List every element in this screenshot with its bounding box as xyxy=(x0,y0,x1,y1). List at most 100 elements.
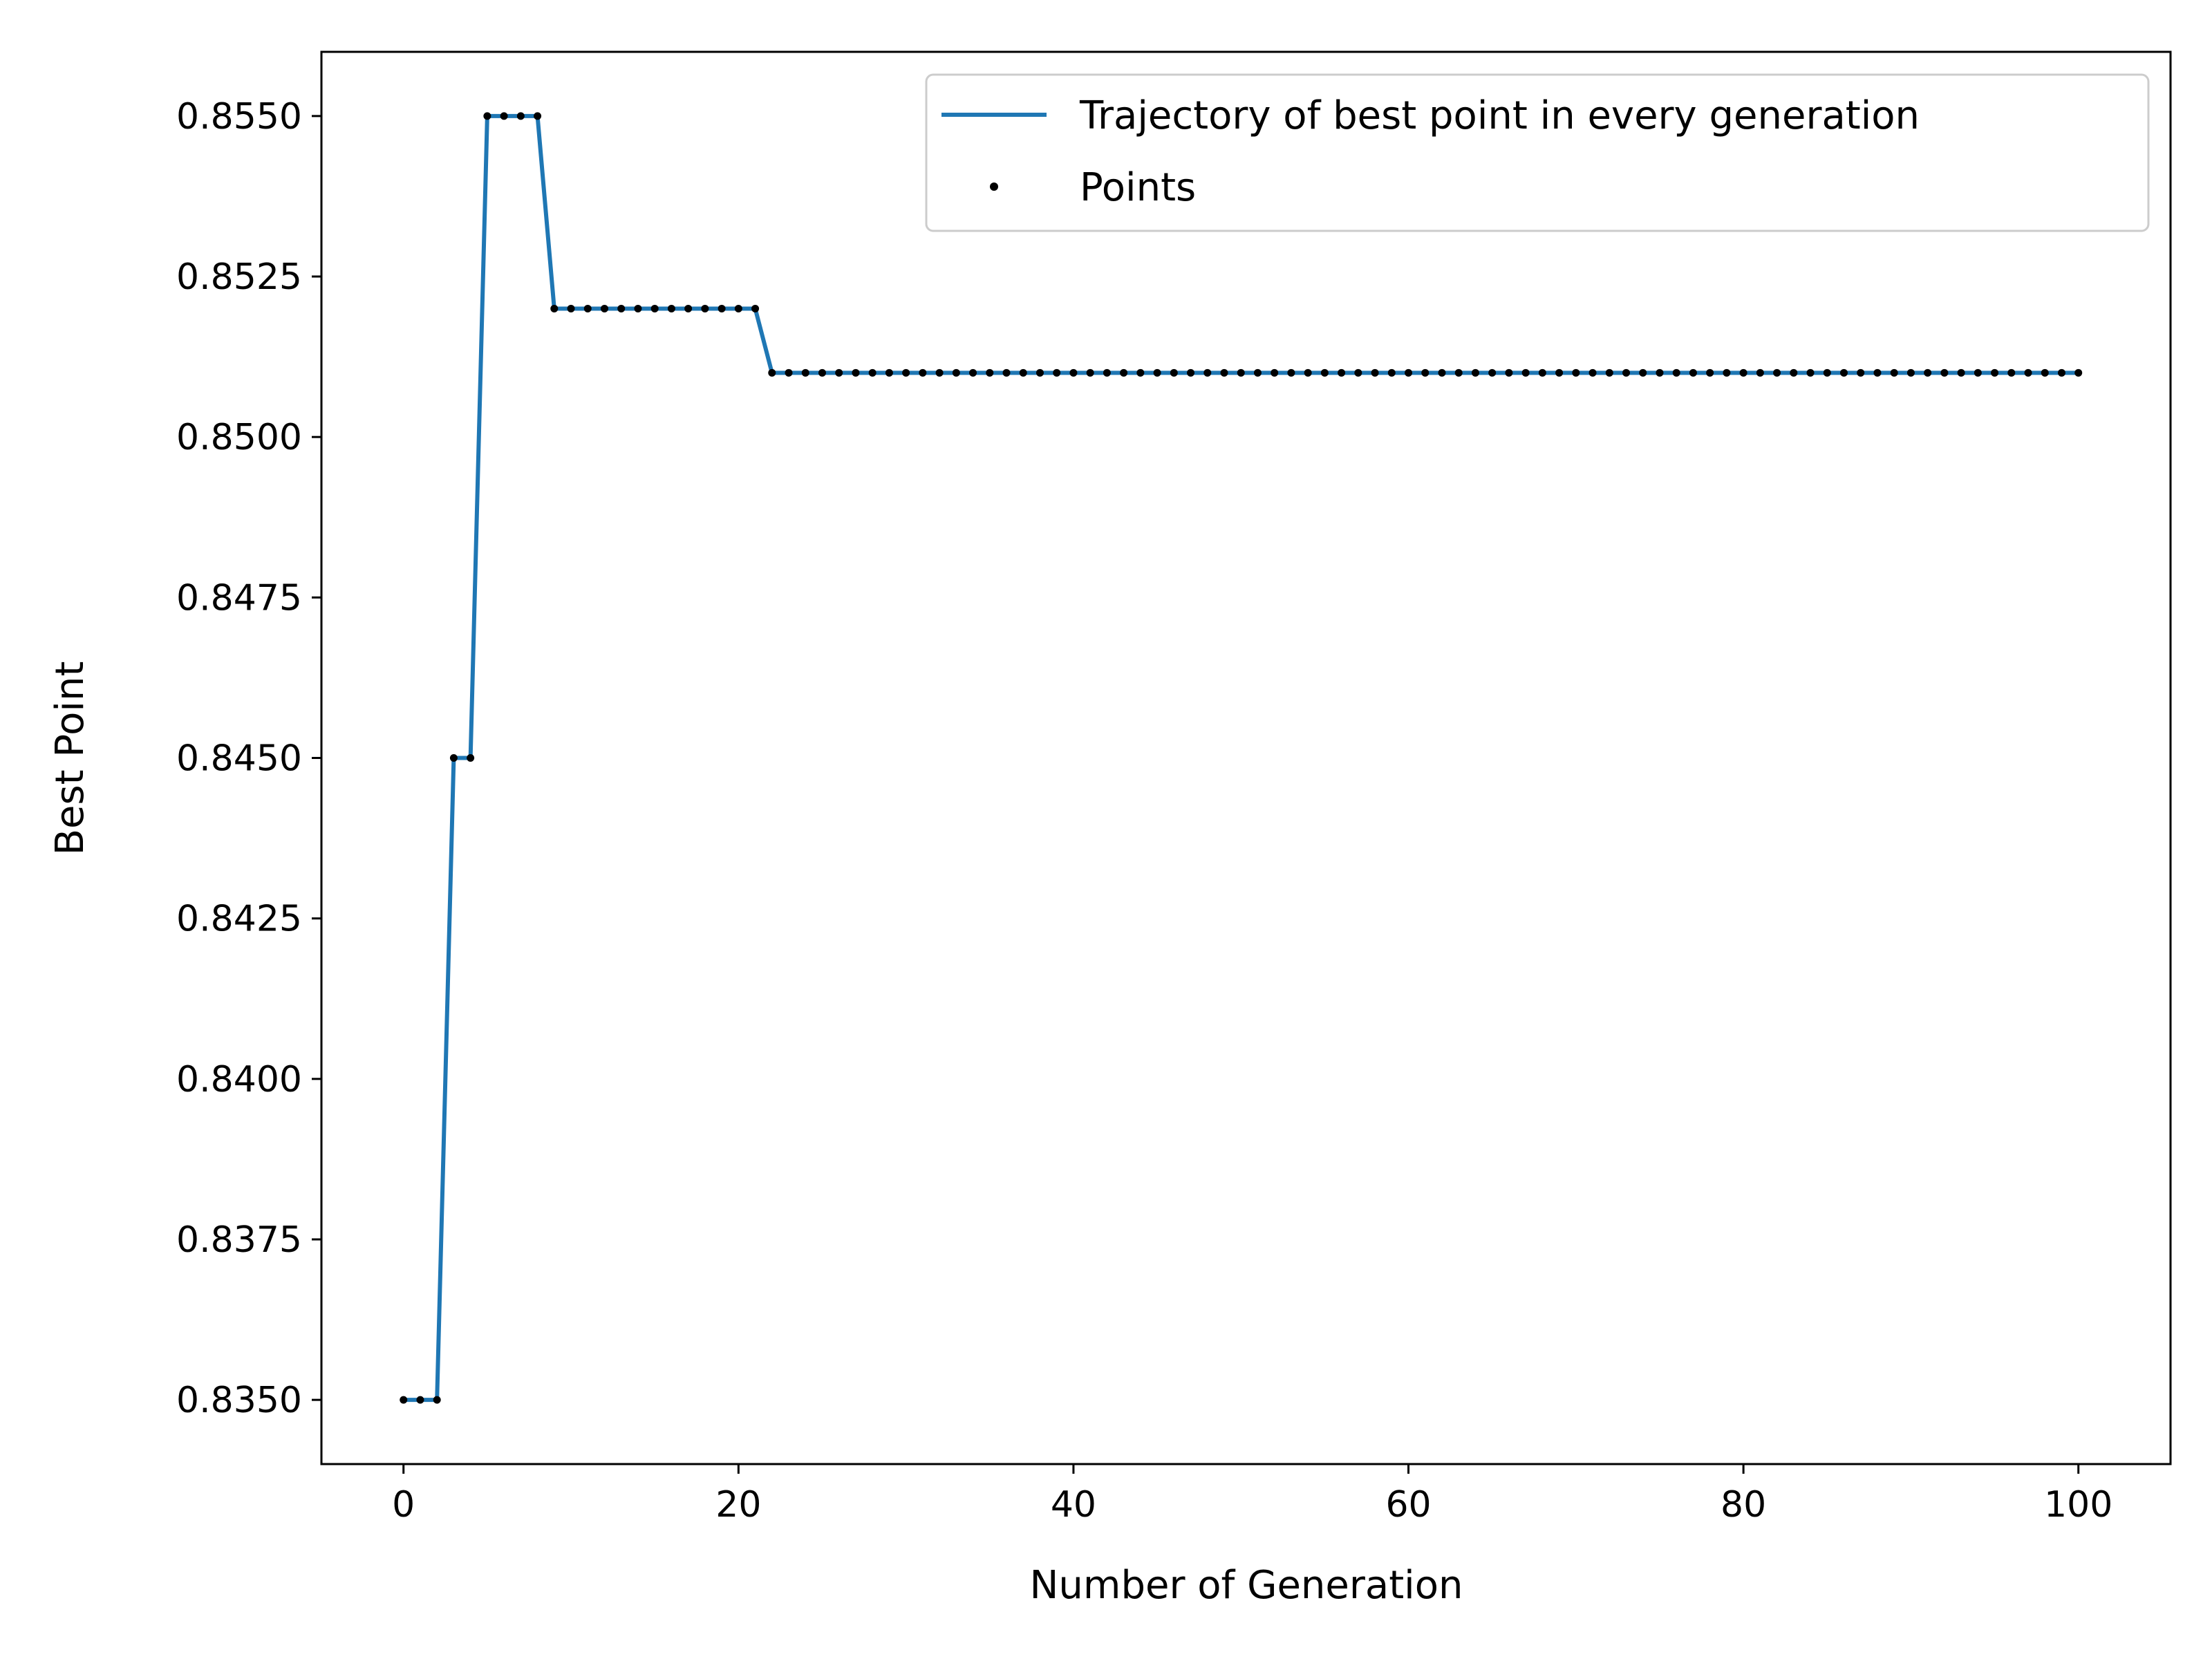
data-point xyxy=(667,304,675,312)
y-tick-label: 0.8550 xyxy=(176,96,302,138)
data-point xyxy=(935,368,944,377)
data-point xyxy=(1656,368,1664,377)
data-point xyxy=(634,304,642,312)
data-point xyxy=(2074,368,2083,377)
data-point xyxy=(718,304,726,312)
data-point xyxy=(1338,368,1346,377)
data-point xyxy=(550,304,559,312)
data-point xyxy=(2058,368,2065,377)
data-point xyxy=(1035,368,1044,377)
data-point xyxy=(835,368,843,377)
y-tick-label: 0.8475 xyxy=(176,577,302,619)
y-tick-label: 0.8525 xyxy=(176,256,302,298)
data-point xyxy=(1002,368,1011,377)
y-axis-label: Best Point xyxy=(48,662,93,856)
x-tick-label: 20 xyxy=(715,1484,761,1526)
data-point xyxy=(1421,368,1430,377)
data-point xyxy=(1237,368,1245,377)
data-point xyxy=(1086,368,1094,377)
x-axis-label: Number of Generation xyxy=(1030,1563,1463,1608)
data-point xyxy=(1103,368,1111,377)
x-tick-label: 100 xyxy=(2044,1484,2112,1526)
legend-label-points: Points xyxy=(1080,165,1196,210)
x-tick-label: 40 xyxy=(1051,1484,1096,1526)
data-point xyxy=(1538,368,1546,377)
plot-area xyxy=(400,112,2083,1404)
data-point xyxy=(1019,368,1027,377)
data-point xyxy=(1823,368,1831,377)
data-point xyxy=(416,1396,424,1404)
data-point xyxy=(801,368,809,377)
y-tick-label: 0.8500 xyxy=(176,417,302,458)
data-point xyxy=(1957,368,1965,377)
data-point xyxy=(1271,368,1279,377)
data-point xyxy=(1622,368,1631,377)
data-point xyxy=(1320,368,1329,377)
data-point xyxy=(1572,368,1580,377)
legend: Trajectory of best point in every genera… xyxy=(925,73,2150,232)
data-point xyxy=(1371,368,1379,377)
data-point xyxy=(1069,368,1078,377)
data-point xyxy=(1187,368,1195,377)
data-point xyxy=(534,112,542,120)
data-point xyxy=(1471,368,1479,377)
data-point xyxy=(1605,368,1613,377)
legend-box xyxy=(925,73,2150,232)
data-point xyxy=(1287,368,1295,377)
data-point xyxy=(1706,368,1714,377)
data-point xyxy=(952,368,960,377)
legend-point-swatch xyxy=(990,182,998,191)
data-point xyxy=(583,304,592,312)
data-point xyxy=(852,368,860,377)
data-point xyxy=(2024,368,2032,377)
data-point xyxy=(919,368,927,377)
data-point xyxy=(516,112,525,120)
data-point xyxy=(2007,368,2016,377)
y-tick-label: 0.8450 xyxy=(176,738,302,780)
data-point xyxy=(1220,368,1228,377)
data-point xyxy=(467,754,475,762)
y-tick-label: 0.8350 xyxy=(176,1380,302,1421)
data-point xyxy=(1438,368,1446,377)
data-point xyxy=(1940,368,1949,377)
data-point xyxy=(1974,368,1982,377)
data-point xyxy=(1723,368,1731,377)
data-point xyxy=(734,304,742,312)
data-point xyxy=(1203,368,1212,377)
data-point xyxy=(1756,368,1764,377)
legend-label-trajectory: Trajectory of best point in every genera… xyxy=(1079,93,1920,138)
data-point xyxy=(2041,368,2049,377)
data-point xyxy=(818,368,826,377)
data-point xyxy=(885,368,893,377)
data-point xyxy=(1136,368,1145,377)
data-point xyxy=(1387,368,1396,377)
data-point xyxy=(1488,368,1497,377)
y-tick-label: 0.8400 xyxy=(176,1059,302,1100)
data-point xyxy=(1924,368,1932,377)
data-point xyxy=(1588,368,1597,377)
y-tick-label: 0.8425 xyxy=(176,899,302,940)
data-point xyxy=(1790,368,1798,377)
data-point xyxy=(1521,368,1530,377)
data-point xyxy=(1354,368,1362,377)
data-point xyxy=(751,304,760,312)
y-tick-label: 0.8375 xyxy=(176,1219,302,1261)
data-point xyxy=(1991,368,1999,377)
data-point xyxy=(1806,368,1815,377)
data-point xyxy=(785,368,793,377)
data-point xyxy=(483,112,491,120)
data-point xyxy=(1053,368,1061,377)
data-point xyxy=(617,304,626,312)
data-point xyxy=(400,1396,408,1404)
x-tick-label: 60 xyxy=(1385,1484,1431,1526)
data-point xyxy=(1739,368,1747,377)
data-point xyxy=(768,368,776,377)
data-point xyxy=(1672,368,1680,377)
data-point xyxy=(902,368,910,377)
data-point xyxy=(1253,368,1262,377)
x-tick-label: 0 xyxy=(392,1484,415,1526)
data-point xyxy=(1454,368,1463,377)
data-point xyxy=(567,304,575,312)
data-point xyxy=(600,304,608,312)
